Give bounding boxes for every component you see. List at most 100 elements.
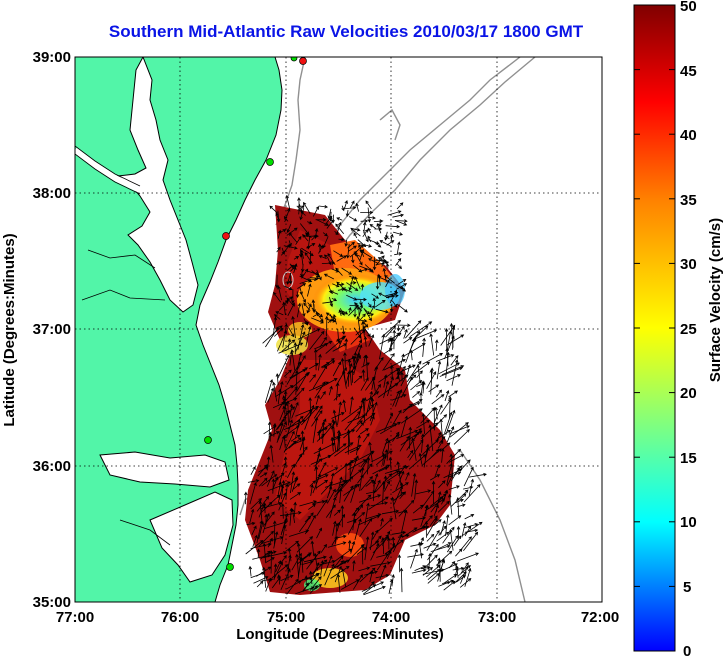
velocity-vector <box>314 446 322 471</box>
velocity-vector <box>380 421 401 435</box>
velocity-vector <box>392 533 403 553</box>
velocity-vector <box>378 517 393 532</box>
velocity-vector <box>332 313 337 325</box>
velocity-vector <box>383 480 390 492</box>
velocity-vector <box>391 300 398 308</box>
velocity-vector <box>309 480 316 487</box>
velocity-vector <box>355 202 359 212</box>
velocity-vector <box>379 333 386 360</box>
velocity-vector <box>354 518 362 541</box>
velocity-vector <box>422 337 426 357</box>
velocity-vector <box>300 271 304 278</box>
velocity-vector <box>299 500 318 507</box>
velocity-vector <box>286 419 293 438</box>
velocity-vector <box>395 258 402 267</box>
velocity-vector <box>433 404 443 425</box>
velocity-vector <box>309 570 313 585</box>
velocity-vector <box>358 243 365 257</box>
velocity-vector <box>318 461 327 476</box>
velocity-vector <box>311 307 324 318</box>
velocity-vector <box>313 348 318 371</box>
velocity-vector <box>288 232 298 243</box>
velocity-vector <box>260 501 283 509</box>
velocity-vector <box>359 300 363 306</box>
station-marker <box>226 563 234 571</box>
velocity-vector <box>420 565 431 570</box>
velocity-vector <box>318 204 329 209</box>
velocity-vector <box>295 331 306 352</box>
velocity-vector <box>448 390 458 398</box>
velocity-vector <box>384 539 404 555</box>
velocity-vector <box>338 513 346 526</box>
velocity-vector <box>246 521 256 526</box>
velocity-vector <box>469 472 487 478</box>
velocity-vector <box>362 229 369 238</box>
velocity-vector <box>358 304 364 317</box>
velocity-vector <box>373 479 381 493</box>
velocity-vector <box>286 578 299 595</box>
velocity-vector <box>247 479 260 483</box>
velocity-vector <box>444 328 449 354</box>
velocity-vector <box>278 342 304 354</box>
velocity-vector <box>303 555 327 563</box>
velocity-vector <box>391 536 396 549</box>
velocity-vector <box>302 234 309 242</box>
velocity-vector <box>336 573 341 593</box>
velocity-vector <box>419 537 424 547</box>
velocity-vector <box>445 409 456 435</box>
velocity-vector <box>326 488 336 504</box>
velocity-vector <box>351 355 356 371</box>
plot-title: Southern Mid-Atlantic Raw Velocities 201… <box>108 22 584 41</box>
velocity-vector <box>277 354 290 379</box>
velocity-vector <box>407 364 412 375</box>
velocity-vector <box>395 219 408 223</box>
colorbar-tick-label: 45 <box>680 63 697 80</box>
velocity-vector <box>297 324 305 350</box>
velocity-vector <box>347 414 366 424</box>
velocity-vector <box>333 393 341 401</box>
y-tick-label: 39:00 <box>33 49 71 66</box>
colorbar-tick-label: 35 <box>680 192 697 209</box>
velocity-vector <box>314 340 333 350</box>
y-tick-label: 35:00 <box>33 594 71 611</box>
velocity-vector <box>248 565 253 577</box>
velocity-vector <box>411 568 427 574</box>
velocity-vector <box>437 558 445 582</box>
velocity-vector <box>390 364 394 380</box>
velocity-vector <box>277 388 282 405</box>
velocity-vector <box>287 338 292 349</box>
velocity-vector <box>370 542 380 561</box>
velocity-vector <box>352 559 356 572</box>
velocity-vector <box>261 474 278 487</box>
velocity-vector <box>412 525 427 533</box>
velocity-vector <box>368 540 380 549</box>
velocity-vector <box>286 361 301 385</box>
velocity-vector <box>346 282 359 291</box>
velocity-vector <box>301 321 310 325</box>
velocity-vector <box>351 451 375 464</box>
velocity-vector <box>333 250 344 257</box>
velocity-vector <box>407 449 414 459</box>
velocity-vector <box>325 312 337 320</box>
pamlico-sound <box>149 491 234 583</box>
velocity-vector <box>369 224 377 229</box>
velocity-vector <box>383 359 406 371</box>
velocity-vector <box>405 320 422 339</box>
velocity-vector <box>335 476 343 498</box>
velocity-vector <box>464 525 471 537</box>
velocity-vector <box>403 337 413 344</box>
velocity-vector <box>299 287 303 296</box>
velocity-vector <box>375 308 389 314</box>
velocity-vector <box>307 283 312 297</box>
velocity-vector <box>421 412 426 434</box>
velocity-vector <box>461 522 467 538</box>
velocity-vector <box>368 258 379 264</box>
velocity-vector <box>400 408 423 424</box>
velocity-vector <box>360 475 373 491</box>
velocity-vector <box>453 429 470 445</box>
y-axis-label: Latitude (Degrees:Minutes) <box>1 233 18 426</box>
velocity-vector <box>336 217 343 221</box>
velocity-vector <box>329 560 348 571</box>
velocity-vector <box>313 584 323 590</box>
velocity-vector <box>405 471 410 481</box>
